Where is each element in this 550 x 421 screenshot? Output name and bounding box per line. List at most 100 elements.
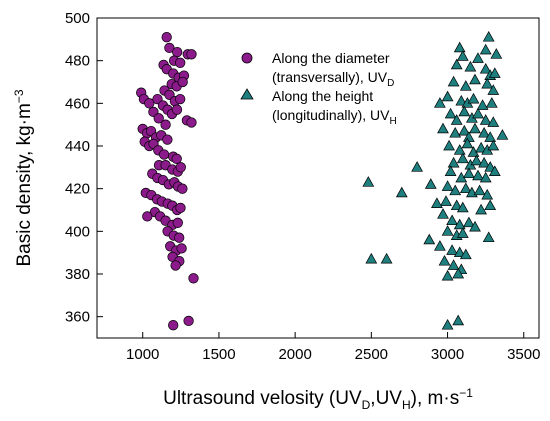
point-height [472,107,484,119]
point-height [469,73,481,85]
point-height [487,116,500,127]
point-height [459,80,472,91]
point-height [441,90,454,102]
legend-marker-height [240,88,254,100]
legend-label-diameter-line2: (transversally), UVD [272,69,394,89]
y-tick-label: 440 [65,138,90,155]
point-diameter [175,162,186,173]
point-height [411,161,423,172]
y-tick-label: 500 [65,10,90,27]
point-height [453,218,466,230]
point-height [440,195,452,206]
point-height [496,129,509,140]
point-diameter [176,243,187,254]
point-height [424,178,437,189]
point-height [463,167,475,179]
legend-label-diameter-line1: Along the diameter [272,50,390,66]
point-height [458,105,471,117]
point-height [463,216,475,228]
point-diameter [172,46,183,58]
point-height [437,208,449,219]
point-height [472,169,484,181]
point-height [478,126,490,138]
point-height [453,41,466,53]
point-height [469,122,481,134]
point-height [456,50,469,61]
point-diameter [175,57,186,68]
legend: Along the diameter (transversally), UVD … [240,50,397,127]
point-diameter [158,149,170,160]
point-height [456,227,469,238]
point-height [484,131,497,142]
point-height [443,139,455,151]
point-height [482,231,495,243]
point-height [487,84,500,95]
point-height [455,94,468,106]
x-tick-label: 2500 [355,346,388,363]
x-axis-title: Ultrasound velosity (UVD,UVH), m·s−1 [163,386,473,412]
point-height [449,184,462,196]
point-height [437,122,449,134]
point-diameter [186,49,197,60]
point-height [458,124,471,136]
point-diameter [186,117,197,128]
point-height [447,259,460,270]
point-height [459,182,472,194]
point-height [475,203,487,215]
point-diameter [153,113,164,124]
x-tick-label: 1500 [202,346,235,363]
point-height [478,156,490,168]
point-height [434,240,446,251]
point-height [450,114,463,125]
point-height [452,314,465,326]
point-height [481,77,494,89]
point-height [456,201,469,213]
point-height [441,180,454,191]
point-height [447,156,460,168]
point-height [446,214,458,226]
point-height [470,154,483,166]
y-tick-label: 480 [65,53,90,70]
point-diameter [168,320,179,331]
x-tick-label: 2000 [278,346,311,363]
y-axis-title: Basic density, kg·m−3 [12,89,35,266]
y-tick-label: 460 [65,95,90,112]
point-diameter [170,260,181,271]
point-height [380,252,393,264]
point-height [464,60,477,72]
point-height [423,233,436,245]
y-tick-label: 400 [65,223,90,240]
point-diameter [188,273,199,284]
point-height [490,48,503,59]
y-axis-ticks: 360 380 400 420 440 460 480 500 [65,10,103,326]
point-height [479,43,492,55]
point-height [479,62,492,74]
point-height [434,97,446,108]
point-diameter [171,104,183,115]
point-diameter [144,98,155,109]
point-diameter [171,153,182,164]
plot-frame [96,17,540,339]
point-height [459,248,472,260]
point-height [482,30,495,42]
point-height [444,165,457,176]
point-height [438,254,451,266]
point-height [479,171,492,183]
series-diameter-points [136,32,199,331]
point-height [472,52,484,63]
y-tick-label: 380 [65,266,90,283]
point-height [453,144,466,155]
point-height [449,126,462,138]
point-height [446,244,458,255]
point-height [452,267,465,279]
x-tick-label: 3000 [431,346,464,363]
point-height [488,165,501,176]
x-axis-ticks: 1000 1500 2000 2500 3000 3500 [126,332,540,363]
series-height-points [362,30,509,330]
point-height [450,199,463,211]
point-height [395,186,408,198]
point-height [488,67,501,78]
point-diameter [177,183,188,194]
point-height [487,139,500,151]
point-height [485,97,498,108]
